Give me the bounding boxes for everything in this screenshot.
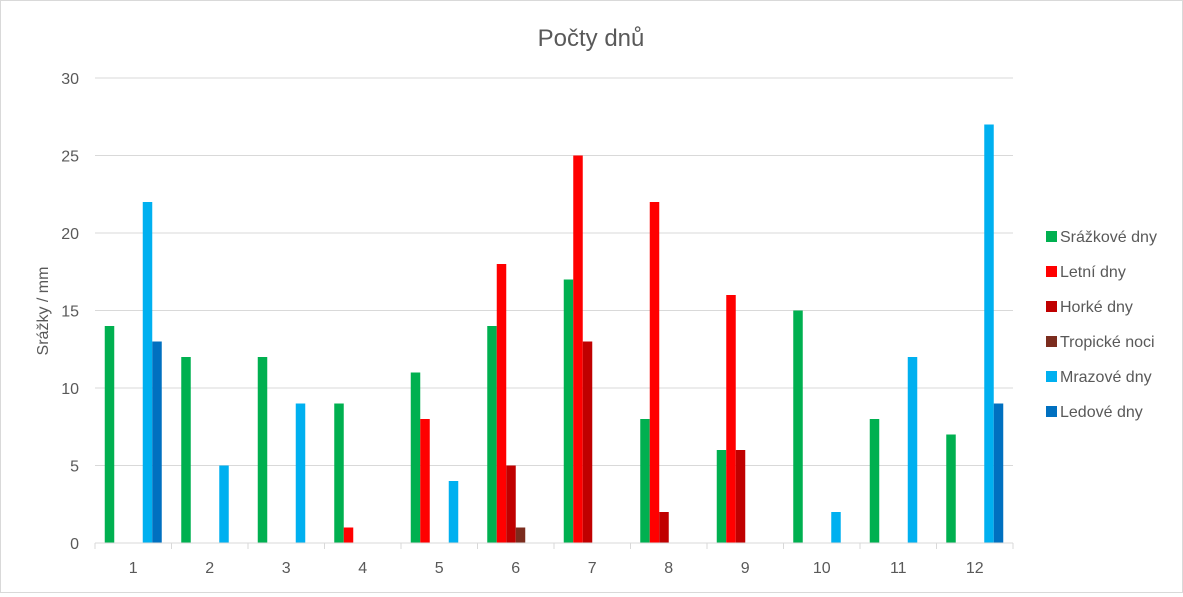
x-tick-label: 5 bbox=[435, 560, 444, 577]
x-tick-label: 9 bbox=[741, 560, 750, 577]
bar bbox=[410, 372, 421, 543]
bar bbox=[831, 512, 841, 543]
legend-swatch bbox=[1046, 266, 1057, 277]
bar bbox=[563, 279, 574, 543]
x-tick-label: 6 bbox=[511, 560, 520, 577]
legend-swatch bbox=[1046, 371, 1057, 382]
bar bbox=[487, 326, 497, 543]
legend-label: Ledové dny bbox=[1060, 404, 1143, 421]
y-tick-label: 10 bbox=[61, 381, 79, 398]
legend-label: Tropické noci bbox=[1060, 334, 1155, 351]
y-tick-label: 15 bbox=[61, 304, 79, 321]
y-tick-label: 30 bbox=[61, 71, 79, 88]
bar bbox=[515, 527, 526, 543]
bar bbox=[640, 419, 650, 543]
bar bbox=[334, 403, 344, 543]
bars bbox=[104, 124, 1004, 543]
y-axis-label: Srážky / mm bbox=[35, 267, 52, 356]
bar bbox=[257, 357, 268, 543]
bar bbox=[142, 202, 153, 543]
y-tick-label: 25 bbox=[61, 149, 79, 166]
gridlines bbox=[95, 77, 1013, 466]
y-tick-label: 5 bbox=[70, 459, 79, 476]
bar bbox=[506, 465, 516, 543]
x-tick-label: 7 bbox=[588, 560, 597, 577]
legend: Srážkové dny Letní dny Horké dny Tropické n… bbox=[1046, 229, 1157, 421]
legend-swatch bbox=[1046, 336, 1057, 347]
bar bbox=[219, 465, 229, 543]
bar bbox=[104, 326, 115, 543]
bar bbox=[993, 403, 1004, 543]
bar bbox=[946, 434, 956, 543]
legend-swatch bbox=[1046, 406, 1057, 417]
legend-label: Mrazové dny bbox=[1060, 369, 1152, 386]
x-tick-label: 8 bbox=[664, 560, 673, 577]
bar bbox=[984, 124, 994, 543]
bar bbox=[869, 419, 880, 543]
legend-swatch bbox=[1046, 301, 1057, 312]
x-tick-label: 10 bbox=[813, 560, 831, 577]
chart-title: Počty dnů bbox=[538, 25, 645, 52]
bar bbox=[716, 450, 727, 543]
bar bbox=[907, 357, 918, 543]
bar bbox=[726, 295, 736, 543]
bar bbox=[448, 481, 459, 543]
x-tick-label: 3 bbox=[282, 560, 291, 577]
y-tick-labels: 0 5 10 15 20 25 30 bbox=[61, 71, 79, 553]
bar bbox=[735, 450, 746, 543]
x-axis: 1 2 3 4 5 6 7 8 9 10 11 12 bbox=[94, 542, 1014, 577]
legend-label: Srážkové dny bbox=[1060, 229, 1157, 246]
legend-swatch bbox=[1046, 231, 1057, 242]
bar bbox=[343, 527, 354, 543]
bar bbox=[420, 419, 430, 543]
bar bbox=[496, 264, 507, 543]
bar bbox=[295, 403, 306, 543]
bar bbox=[181, 357, 191, 543]
legend-label: Horké dny bbox=[1060, 299, 1133, 316]
x-tick-label: 1 bbox=[129, 560, 138, 577]
bar bbox=[793, 310, 803, 543]
x-tick-label: 12 bbox=[966, 560, 984, 577]
bar bbox=[573, 155, 583, 543]
bar bbox=[582, 341, 593, 543]
x-tick-label: 4 bbox=[358, 560, 367, 577]
y-tick-label: 20 bbox=[61, 226, 79, 243]
bar bbox=[649, 202, 660, 543]
legend-label: Letní dny bbox=[1060, 264, 1126, 281]
y-tick-label: 0 bbox=[70, 536, 79, 553]
x-tick-label: 11 bbox=[890, 560, 907, 577]
bar bbox=[659, 512, 669, 543]
x-tick-label: 2 bbox=[205, 560, 214, 577]
bar bbox=[152, 341, 162, 543]
